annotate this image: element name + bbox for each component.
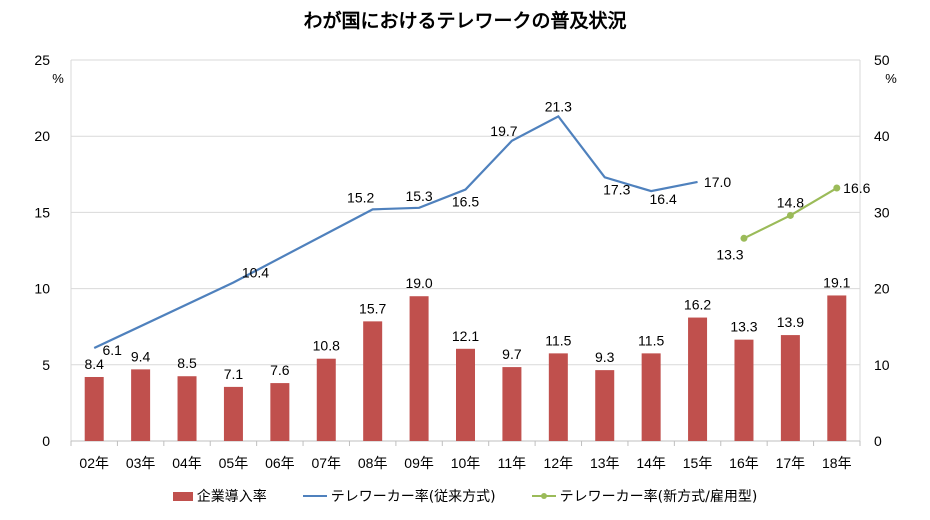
bar <box>131 369 151 441</box>
right-tick-label: 0 <box>874 433 882 449</box>
line-marker <box>740 234 748 242</box>
bar <box>641 353 661 441</box>
line-data-label: 15.3 <box>405 188 432 204</box>
bar <box>595 370 615 441</box>
bar <box>84 376 104 441</box>
legend-item-bar: 企業導入率 <box>172 486 267 506</box>
bar <box>177 376 197 441</box>
left-tick-label: 0 <box>42 433 50 449</box>
combo-chart: 0 5 10 15 20 25 0 10 20 30 40 50% % 02年 03年 04年 05年 06年 07… <box>34 52 897 471</box>
bar-data-label: 15.7 <box>359 300 386 316</box>
x-tick-label: 04年 <box>172 455 202 471</box>
x-tick-label: 06年 <box>265 455 295 471</box>
bar-data-label: 9.7 <box>502 346 522 362</box>
legend-swatch-line <box>302 495 327 497</box>
line-data-label: 17.3 <box>603 181 630 197</box>
left-tick-label: 20 <box>34 128 50 144</box>
bar-data-label: 10.8 <box>313 338 340 354</box>
right-tick-label: 50 <box>874 52 890 68</box>
left-tick-label: 15 <box>34 204 50 220</box>
line-data-label: 10.4 <box>242 265 269 281</box>
bar <box>734 339 754 441</box>
legend-swatch-bar <box>172 491 193 501</box>
legend-swatch-line <box>531 493 556 499</box>
legend-item-line-old: テレワーカー率(従来方式) <box>302 486 496 506</box>
x-tick-label: 10年 <box>451 455 481 471</box>
line-data-label: 14.8 <box>777 194 804 210</box>
bar <box>688 317 708 441</box>
x-tick-label: 11年 <box>498 455 527 471</box>
legend: 企業導入率 テレワーカー率(従来方式) テレワーカー率(新方式/雇用型) <box>0 486 930 506</box>
bar-data-label: 7.6 <box>270 362 290 378</box>
line-data-label: 21.3 <box>545 98 572 114</box>
legend-label: 企業導入率 <box>196 489 267 505</box>
line-data-label: 13.3 <box>716 246 743 262</box>
bar-data-label: 13.9 <box>777 314 804 330</box>
bar <box>502 367 522 441</box>
x-tick-label: 17年 <box>776 455 806 471</box>
right-tick-label: 30 <box>874 204 890 220</box>
line-data-label: 19.7 <box>490 123 517 139</box>
bar-data-label: 11.5 <box>638 332 664 348</box>
bar-data-label: 12.1 <box>452 328 479 344</box>
line-data-label: 6.1 <box>102 342 122 358</box>
x-tick-label: 15年 <box>683 455 713 471</box>
bar-data-label: 7.1 <box>224 366 244 382</box>
right-tick-label: 20 <box>874 281 890 297</box>
chart-title: わが国におけるテレワークの普及状況 <box>303 10 627 32</box>
bar <box>827 295 847 441</box>
x-tick-label: 13年 <box>590 455 620 471</box>
bar <box>780 335 800 441</box>
line-data-label: 16.4 <box>650 191 677 207</box>
legend-label: テレワーカー率(従来方式) <box>330 489 496 505</box>
x-tick-label: 03年 <box>126 455 156 471</box>
line-data-label: 16.5 <box>452 194 479 210</box>
bar-data-label: 19.0 <box>405 275 432 291</box>
x-tick-label: 07年 <box>311 455 341 471</box>
bar-data-label: 9.3 <box>595 349 615 365</box>
legend-item-line-new: テレワーカー率(新方式/雇用型) <box>531 486 758 506</box>
right-axis-unit: % <box>885 71 897 86</box>
bar-data-label: 19.1 <box>823 274 850 290</box>
series-line <box>93 114 698 350</box>
bar-data-label: 11.5 <box>545 332 571 348</box>
bar-data-label: 8.4 <box>84 356 104 372</box>
x-tick-label: 09年 <box>404 455 434 471</box>
x-tick-label: 02年 <box>79 455 109 471</box>
bar-data-label: 16.2 <box>684 297 711 313</box>
bar <box>270 383 290 441</box>
x-tick-label: 16年 <box>729 455 759 471</box>
x-tick-label: 08年 <box>358 455 388 471</box>
bar <box>548 353 568 441</box>
x-tick-label: 05年 <box>219 455 249 471</box>
bar-data-label: 8.5 <box>177 355 197 371</box>
x-tick-label: 14年 <box>636 455 666 471</box>
legend-label: テレワーカー率(新方式/雇用型) <box>559 489 758 505</box>
left-axis-unit: % <box>52 71 64 86</box>
line-data-label: 17.0 <box>704 174 731 190</box>
bar-data-label: 9.4 <box>131 348 151 364</box>
bar <box>316 358 336 441</box>
line-data-label: 15.2 <box>347 189 374 205</box>
bar <box>223 386 243 441</box>
x-tick-label: 18年 <box>822 455 852 471</box>
bar <box>409 296 429 441</box>
bar <box>456 348 475 441</box>
bar-data-label: 13.3 <box>730 319 757 335</box>
line-marker <box>786 211 794 219</box>
left-tick-label: 25 <box>34 52 50 68</box>
right-tick-label: 40 <box>874 128 890 144</box>
line-data-label: 16.6 <box>843 180 870 196</box>
left-tick-label: 10 <box>34 281 50 297</box>
left-tick-label: 5 <box>42 357 50 373</box>
line-marker <box>833 184 841 192</box>
right-tick-label: 10 <box>874 357 890 373</box>
x-tick-label: 12年 <box>544 455 574 471</box>
bar <box>363 321 383 441</box>
